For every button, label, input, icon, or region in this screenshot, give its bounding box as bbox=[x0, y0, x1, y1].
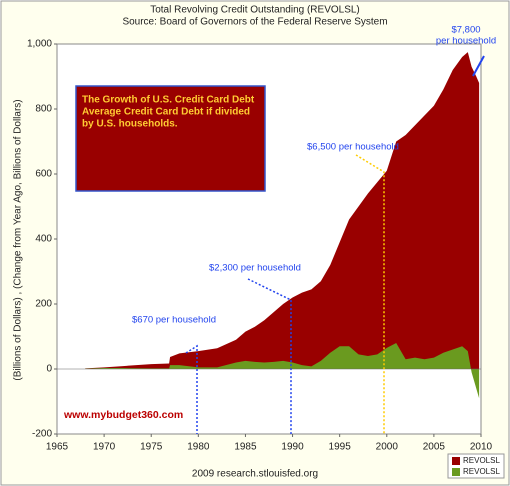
y-tick-label: -200 bbox=[32, 429, 52, 440]
legend-swatch bbox=[452, 468, 460, 476]
y-tick-label: 1,000 bbox=[27, 39, 52, 50]
x-tick-label: 1985 bbox=[234, 442, 257, 453]
x-tick-label: 2010 bbox=[470, 442, 493, 453]
x-tick-label: 1995 bbox=[329, 442, 352, 453]
x-tick-label: 2000 bbox=[376, 442, 399, 453]
legend-label: REVOLSL bbox=[463, 456, 500, 465]
y-axis-label: (Billions of Dollars) , (Change from Yea… bbox=[13, 99, 24, 380]
annotation-box-text: by U.S. households. bbox=[82, 119, 178, 130]
x-tick-label: 1970 bbox=[93, 442, 116, 453]
x-tick-label: 1980 bbox=[187, 442, 210, 453]
x-tick-label: 1965 bbox=[46, 442, 69, 453]
annotation: $7,800 bbox=[451, 25, 480, 36]
area bbox=[85, 52, 480, 369]
area bbox=[85, 343, 480, 399]
annotation: per household bbox=[436, 36, 496, 47]
annotation-line bbox=[472, 55, 485, 77]
annotation-line bbox=[185, 344, 198, 434]
annotation-box-text: The Growth of U.S. Credit Card Debt bbox=[82, 95, 255, 106]
annotation-line bbox=[355, 154, 385, 434]
chart-title: Total Revolving Credit Outstanding (REVO… bbox=[150, 5, 360, 16]
y-tick-label: 400 bbox=[35, 234, 52, 245]
x-tick-label: 2005 bbox=[423, 442, 446, 453]
chart-subtitle: Source: Board of Governors of the Federa… bbox=[122, 17, 387, 28]
x-tick-label: 1975 bbox=[140, 442, 163, 453]
y-tick-label: 600 bbox=[35, 169, 52, 180]
annotation-box-text: Average Credit Card Debt if divided bbox=[82, 107, 250, 118]
y-tick-label: 0 bbox=[46, 364, 52, 375]
annotation: $6,500 per household bbox=[307, 142, 399, 153]
credit: 2009 research.stlouisfed.org bbox=[192, 469, 318, 480]
x-tick-label: 1990 bbox=[281, 442, 304, 453]
y-tick-label: 800 bbox=[35, 104, 52, 115]
y-tick-label: 200 bbox=[35, 299, 52, 310]
annotation: $670 per household bbox=[132, 315, 216, 326]
legend-label: REVOLSL bbox=[463, 467, 500, 476]
annotation-box bbox=[75, 85, 266, 192]
site-label: www.mybudget360.com bbox=[63, 409, 183, 421]
annotation: $2,300 per household bbox=[209, 263, 301, 274]
annotation-line bbox=[247, 278, 292, 434]
legend-swatch bbox=[452, 457, 460, 465]
